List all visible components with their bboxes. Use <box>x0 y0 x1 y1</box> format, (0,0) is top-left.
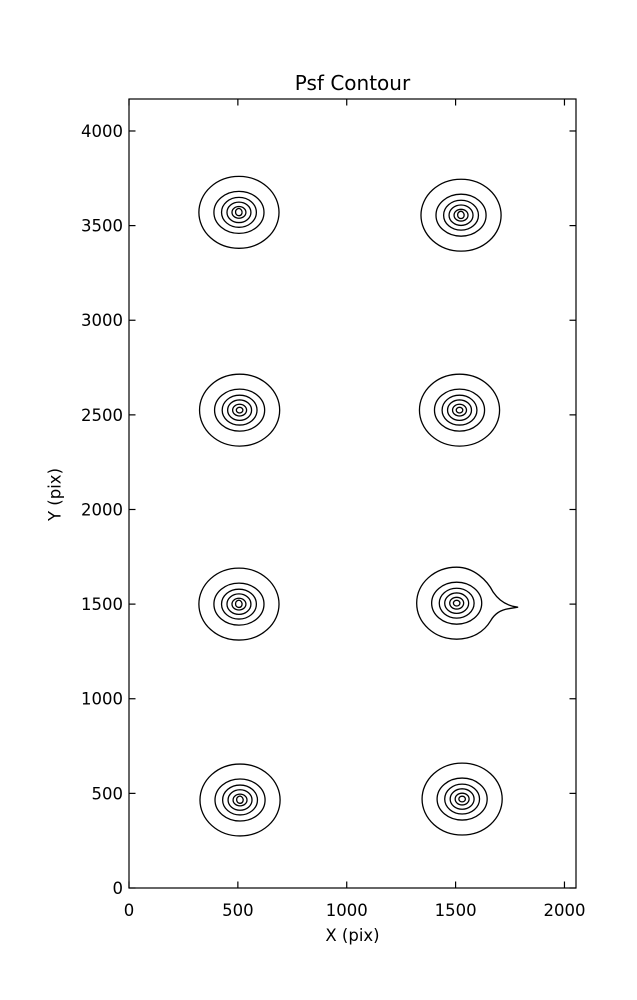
contour-ring <box>448 204 474 227</box>
contour-ring <box>418 373 501 447</box>
y-tick-label: 3500 <box>81 217 123 236</box>
contour-blob-7 <box>199 763 281 837</box>
contour-inner-peak <box>235 406 244 414</box>
contour-ring <box>435 193 487 237</box>
psf-tail-contour <box>416 566 519 640</box>
y-tick-label: 4000 <box>81 122 123 141</box>
contour-ring <box>454 792 470 806</box>
contour-ring <box>214 778 266 822</box>
contour-ring <box>220 196 258 228</box>
contour-ring <box>449 788 475 810</box>
contour-ring <box>199 763 281 837</box>
contour-ring <box>444 783 481 815</box>
contour-ring <box>226 399 253 422</box>
contour-inner-peak <box>458 795 467 803</box>
contour-blob-5 <box>198 567 280 641</box>
contour-ring <box>226 593 252 615</box>
chart-title: Psf Contour <box>294 71 411 95</box>
contour-ring <box>221 394 258 426</box>
contour-ring <box>231 403 248 417</box>
contour-inner-peak <box>456 210 465 220</box>
contour-ring <box>221 784 259 816</box>
y-tick-label: 2500 <box>81 406 123 425</box>
contour-ring <box>421 762 503 836</box>
x-tick-label: 1500 <box>435 901 477 920</box>
y-tick-label: 500 <box>92 784 124 803</box>
contour-blob-6 <box>416 566 519 640</box>
contour-ring <box>231 597 247 611</box>
contour-blob-3 <box>198 373 281 447</box>
contour-ring <box>442 199 480 231</box>
contour-ring <box>213 582 265 626</box>
contour-ring <box>231 205 247 219</box>
contour-ring <box>430 581 483 625</box>
contour-inner-peak <box>452 599 461 607</box>
contour-ring <box>226 201 252 224</box>
x-tick-label: 500 <box>222 901 254 920</box>
y-tick-label: 3000 <box>81 311 123 330</box>
contour-ring <box>444 592 470 615</box>
contour-inner-peak <box>235 795 244 804</box>
y-axis-label: Y (pix) <box>45 467 65 522</box>
contour-ring <box>441 394 478 426</box>
x-tick-label: 1000 <box>326 901 368 920</box>
x-tick-label: 2000 <box>543 901 585 920</box>
y-tick-label: 2000 <box>81 500 123 519</box>
x-tick-label: 0 <box>124 901 135 920</box>
contour-inner-peak <box>234 207 243 217</box>
contour-ring <box>449 596 465 610</box>
contour-ring <box>438 587 475 619</box>
plot-border <box>128 98 577 889</box>
contour-ring <box>198 373 281 447</box>
contour-ring <box>420 178 502 252</box>
contour-blob-4 <box>418 373 501 447</box>
contour-ring <box>198 175 280 249</box>
contour-ring <box>227 789 253 811</box>
x-axis-label: X (pix) <box>325 926 380 945</box>
contour-blob-1 <box>198 175 280 249</box>
contour-ring <box>232 793 248 807</box>
y-tick-label: 0 <box>113 879 124 898</box>
contour-ring <box>213 190 265 235</box>
contour-blob-8 <box>421 762 503 836</box>
contour-ring <box>436 777 488 821</box>
contour-ring <box>446 399 473 422</box>
contour-ring <box>213 388 266 432</box>
contour-ring <box>453 208 469 222</box>
contour-inner-peak <box>234 599 243 609</box>
contour-blob-2 <box>420 178 502 252</box>
contour-inner-peak <box>455 406 464 414</box>
contour-ring <box>433 388 486 432</box>
contour-ring <box>220 588 258 620</box>
contour-ring <box>198 567 280 641</box>
contour-ring <box>451 403 468 417</box>
y-tick-label: 1000 <box>81 690 123 709</box>
y-tick-label: 1500 <box>81 595 123 614</box>
